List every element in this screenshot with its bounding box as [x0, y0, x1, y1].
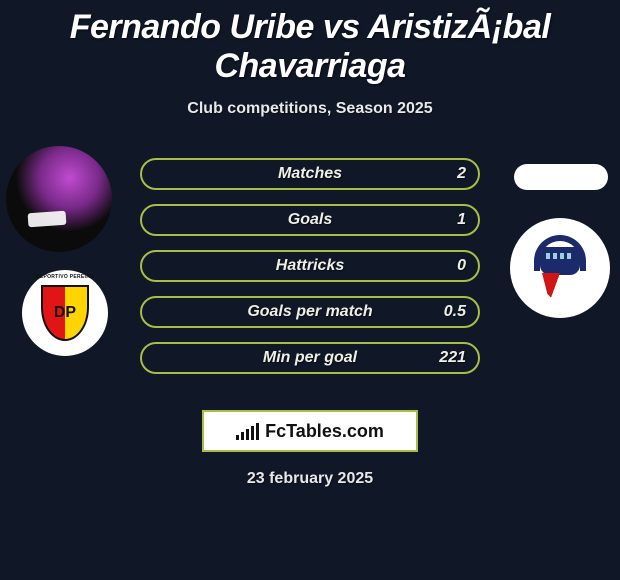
player-avatar-right [514, 164, 608, 190]
shield-icon [530, 233, 590, 303]
shield-face [540, 247, 580, 275]
stat-value: 221 [439, 349, 466, 367]
stat-label: Min per goal [263, 349, 357, 367]
stat-value: 0.5 [444, 303, 466, 321]
stat-label: Matches [278, 165, 342, 183]
stat-label: Goals per match [247, 303, 372, 321]
club-badge-right [510, 218, 610, 318]
stat-row-matches: Matches 2 [140, 158, 480, 190]
club-badge-left: DEPORTIVO PEREIRA DP [22, 270, 108, 356]
right-player-column [492, 164, 610, 318]
page-title: Fernando Uribe vs AristizÃ¡bal Chavarria… [0, 8, 620, 86]
content-area: DEPORTIVO PEREIRA DP Matches 2 Goals 1 H… [0, 158, 620, 398]
stat-value: 0 [457, 257, 466, 275]
shield-icon: DP [41, 285, 89, 341]
stat-label: Hattricks [276, 257, 344, 275]
stat-label: Goals [288, 211, 332, 229]
footer-date: 23 february 2025 [0, 470, 620, 488]
brand-box: FcTables.com [202, 410, 418, 452]
stat-row-min-per-goal: Min per goal 221 [140, 342, 480, 374]
page-subtitle: Club competitions, Season 2025 [0, 100, 620, 118]
bar-chart-icon [236, 422, 259, 440]
club-badge-left-caption: DEPORTIVO PEREIRA [36, 274, 94, 280]
stat-value: 1 [457, 211, 466, 229]
club-badge-left-letters: DP [54, 304, 76, 322]
comparison-card: Fernando Uribe vs AristizÃ¡bal Chavarria… [0, 0, 620, 488]
left-player-column: DEPORTIVO PEREIRA DP [6, 146, 124, 356]
brand-text: FcTables.com [265, 421, 384, 442]
shield-tail [542, 273, 578, 303]
stat-value: 2 [457, 165, 466, 183]
player-avatar-left [6, 146, 112, 252]
stat-row-goals-per-match: Goals per match 0.5 [140, 296, 480, 328]
stat-row-goals: Goals 1 [140, 204, 480, 236]
stats-list: Matches 2 Goals 1 Hattricks 0 Goals per … [140, 158, 480, 388]
stat-row-hattricks: Hattricks 0 [140, 250, 480, 282]
